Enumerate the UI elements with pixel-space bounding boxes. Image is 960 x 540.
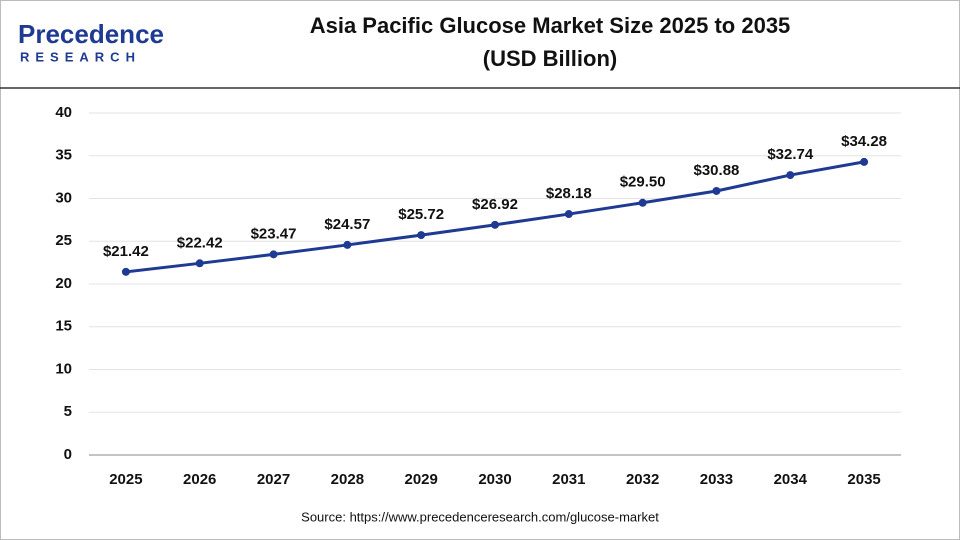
y-tick-label: 10 [55, 360, 72, 377]
x-tick-label: 2034 [774, 471, 808, 488]
x-tick-label: 2027 [257, 471, 290, 488]
data-label: $21.42 [103, 243, 149, 260]
data-point [860, 157, 869, 166]
data-label: $29.50 [620, 174, 666, 191]
chart-subtitle: (USD Billion) [483, 46, 617, 71]
data-label: $28.18 [546, 185, 592, 202]
data-point [121, 267, 130, 276]
logo-name: Precedence [18, 19, 164, 49]
data-point [712, 186, 721, 195]
y-tick-label: 5 [64, 403, 72, 420]
data-point [786, 171, 795, 180]
y-tick-label: 20 [55, 275, 72, 292]
x-tick-label: 2030 [478, 471, 511, 488]
x-tick-label: 2028 [331, 471, 364, 488]
data-label: $26.92 [472, 196, 518, 213]
data-point [195, 259, 204, 268]
data-point [491, 220, 499, 229]
chart-title: Asia Pacific Glucose Market Size 2025 to… [310, 13, 791, 38]
y-tick-label: 40 [55, 104, 72, 121]
data-point [564, 210, 573, 219]
x-tick-label: 2025 [109, 471, 142, 488]
x-tick-label: 2035 [847, 471, 880, 488]
data-label: $22.42 [177, 234, 223, 251]
y-tick-label: 30 [55, 189, 72, 206]
x-tick-label: 2026 [183, 471, 216, 488]
data-label: $30.88 [694, 162, 740, 179]
x-tick-label: 2031 [552, 471, 585, 488]
x-tick-label: 2033 [700, 471, 733, 488]
x-tick-label: 2029 [404, 471, 437, 488]
data-point [417, 231, 426, 240]
y-tick-label: 25 [55, 232, 72, 249]
data-label: $34.28 [841, 133, 887, 150]
x-tick-label: 2032 [626, 471, 659, 488]
logo-tagline: RESEARCH [20, 49, 141, 64]
y-tick-label: 35 [55, 147, 72, 164]
data-label: $25.72 [398, 206, 444, 223]
y-tick-label: 15 [55, 318, 72, 335]
data-label: $23.47 [251, 225, 297, 242]
data-point [638, 198, 647, 207]
source: Source: https://www.precedenceresearch.c… [301, 509, 659, 524]
data-point [269, 250, 278, 259]
data-label: $24.57 [324, 216, 370, 233]
data-point [343, 240, 352, 249]
data-label: $32.74 [767, 146, 814, 163]
y-tick-label: 0 [64, 446, 72, 463]
